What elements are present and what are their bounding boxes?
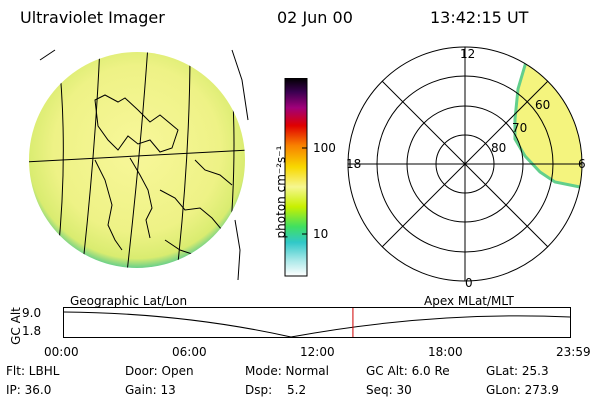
x-tick-label: 18:00 [428, 345, 463, 359]
y-tick-label: 9.0 [22, 306, 42, 320]
mlt-label-12: 12 [460, 47, 476, 61]
gc-alt-axis-title: GC Alt [9, 307, 23, 345]
colorbar-tick-label: 10 [313, 227, 329, 241]
lat-label-70: 70 [512, 121, 528, 135]
altitude-timeline [63, 307, 571, 338]
polar-plot [347, 46, 583, 282]
time-label: 13:42:15 UT [430, 8, 529, 27]
grid-outside-disk [39, 49, 249, 281]
gc-alt-info: GC Alt: 6.0 Re [366, 364, 450, 378]
lat-label-60: 60 [535, 98, 551, 112]
colorbar [284, 78, 308, 277]
x-tick-label: 23:59 [556, 345, 591, 359]
x-tick-label: 00:00 [44, 345, 79, 359]
mode-info: Mode: Normal [245, 364, 329, 378]
disk-fill [29, 52, 245, 268]
glon-info: GLon: 273.9 [486, 383, 559, 397]
app-title: Ultraviolet Imager [20, 8, 165, 27]
door-info: Door: Open [125, 364, 194, 378]
seq-info: Seq: 30 [366, 383, 412, 397]
mlt-label-18: 18 [346, 157, 362, 171]
mlt-label-6: 6 [578, 157, 586, 171]
flt-info: Flt: LBHL [6, 364, 60, 378]
x-tick-label: 06:00 [172, 345, 207, 359]
y-tick-label: 1.8 [22, 324, 42, 338]
ip-info: IP: 36.0 [6, 383, 52, 397]
altitude-curve [63, 311, 571, 338]
colorbar-scale [284, 78, 308, 277]
colorbar-unit-label: photon cm⁻²s⁻¹ [274, 145, 288, 239]
lat-label-80: 80 [491, 141, 507, 155]
dsp-label: Dsp: [245, 383, 273, 397]
polar-grid [347, 46, 583, 282]
colorbar-tick-label: 100 [313, 141, 336, 155]
apex-caption: Apex MLat/MLT [424, 294, 514, 308]
dsp-value: 5.2 [287, 383, 307, 397]
earth-disk-image [29, 49, 249, 281]
glat-info: GLat: 25.3 [486, 364, 549, 378]
gain-info: Gain: 13 [125, 383, 176, 397]
x-tick-label: 12:00 [300, 345, 335, 359]
date-label: 02 Jun 00 [277, 8, 353, 27]
mlt-label-0: 0 [465, 276, 473, 290]
geographic-caption: Geographic Lat/Lon [70, 294, 188, 308]
